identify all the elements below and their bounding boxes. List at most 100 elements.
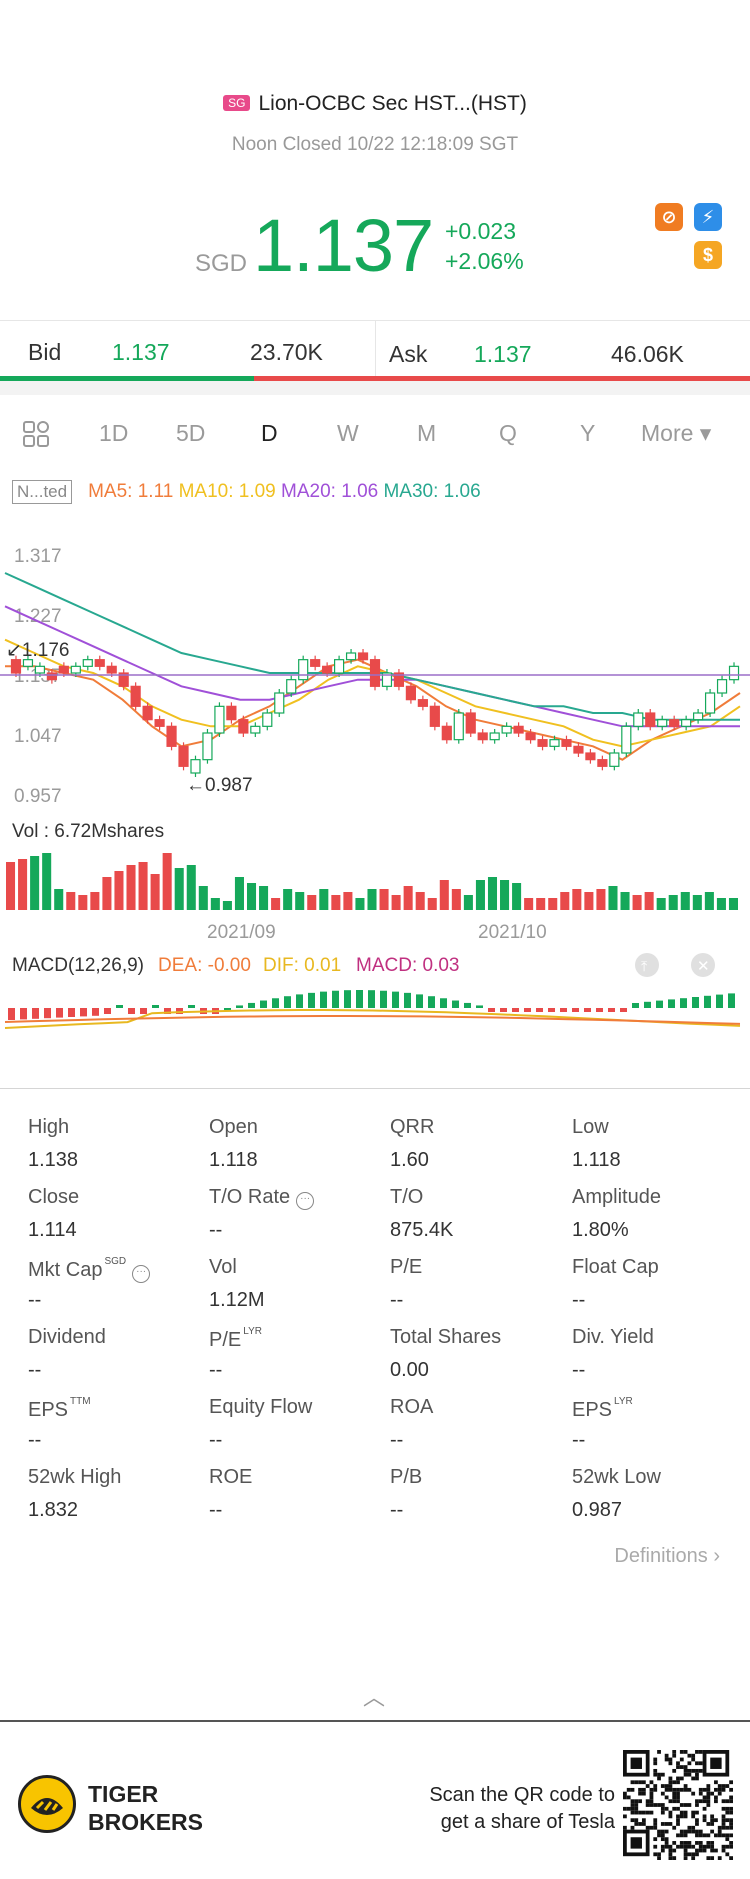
candle [549,739,560,747]
tab-m[interactable]: M [417,420,437,446]
adjust-toggle[interactable]: N...ted [12,480,73,504]
volume-bar [42,853,52,910]
definitions-link[interactable]: Definitions › [614,1545,720,1568]
macd-histogram-bar [356,990,363,1008]
macd-histogram-bar [56,1008,63,1018]
x-label-oct: 2021/10 [478,922,547,943]
stat-label: P/E [390,1256,422,1279]
volume-bar [536,898,546,910]
macd-dea: DEA: -0.00 [158,955,251,976]
stat-label-text: EPS [572,1399,613,1421]
tab-y[interactable]: Y [580,420,596,446]
stat-value: 1.118 [572,1149,621,1171]
tab-more[interactable]: More ▾ [641,420,712,446]
macd-dif: DIF: 0.01 [263,955,341,976]
volume-bar [162,853,172,910]
stat-value: 1.114 [28,1219,77,1241]
candle [154,719,165,727]
macd-histogram-bar [152,1005,159,1008]
tab-d[interactable]: D [261,420,278,446]
stat-value: -- [209,1499,223,1521]
candle [345,652,357,661]
volume-bar [475,880,485,910]
macd-histogram-bar [488,1008,495,1012]
ask-volume-bar [254,376,750,381]
macd-histogram-bar [572,1008,579,1012]
chevron-right-icon: › [713,1545,720,1567]
tab-5d[interactable]: 5D [176,420,206,446]
candle [333,659,345,674]
stat-label-text: Open [209,1116,258,1138]
more-info-icon[interactable]: ··· [296,1192,315,1210]
stat-value: -- [390,1289,404,1311]
stat-label-text: Low [572,1116,609,1138]
lightning-l1-icon[interactable]: ⚡ [694,203,722,231]
macd-title: MACD(12,26,9) [12,955,144,976]
stat-value: 875.4K [390,1219,454,1241]
close-indicator-icon[interactable] [691,953,715,977]
volume-bar [439,880,449,910]
tab-q[interactable]: Q [499,420,517,446]
stat-value: -- [572,1429,586,1451]
stat-value: 0.987 [572,1499,623,1521]
stat-value: 0.00 [390,1359,429,1381]
stat-label: 52wk High [28,1466,121,1489]
volume-bar [487,877,498,910]
tab-w[interactable]: W [337,420,359,446]
market-flag-badge: SG [223,95,251,111]
stat-label-text: T/O [390,1186,424,1208]
no-short-icon[interactable]: ⊘ [655,203,683,231]
candle [609,752,620,767]
pin-top-icon[interactable] [635,953,659,977]
macd-histogram-bar [404,992,411,1008]
volume-bar [391,895,401,910]
macd-histogram-bar [548,1008,555,1012]
candle [537,739,548,747]
stat-label: QRR [390,1116,434,1139]
price-axis-label: 0.957 [14,786,62,807]
candle [142,705,153,721]
macd-histogram-bar [32,1008,39,1019]
volume-bar [367,889,377,910]
macd-histogram-bar [452,1000,459,1008]
price-axis-label: 1.227 [14,606,62,627]
macd-histogram-bar [236,1005,243,1008]
footer-divider [0,1720,750,1722]
candle [298,659,309,681]
candle [441,725,452,741]
chevron-up-icon[interactable]: ︿ [363,1685,386,1710]
candle [166,725,177,747]
stat-value: -- [209,1219,223,1241]
volume-bar [198,886,208,910]
chart-layout-icon[interactable] [22,420,50,448]
macd-histogram-bar [680,998,687,1008]
macd-histogram-bar [596,1008,603,1012]
volume-bar [210,898,220,910]
bid-price: 1.137 [112,339,170,365]
stat-value: -- [572,1289,586,1311]
brand-line-2: BROKERS [88,1809,204,1835]
qr-caption-line-1: Scan the QR code to [429,1784,615,1806]
stat-value: -- [28,1359,42,1381]
volume-bar [319,889,329,910]
ma5-value: MA5: 1.11 [88,481,174,502]
qr-code-icon[interactable] [623,1750,733,1860]
macd-histogram-bar [44,1008,51,1019]
stat-value: 1.12M [209,1289,265,1311]
volume-bar [379,889,389,910]
volume-bar [403,886,413,910]
candle [645,712,656,727]
dollar-icon[interactable]: $ [694,241,722,269]
volume-bar [716,898,726,910]
macd-histogram-bar [272,998,279,1008]
stat-value: 1.118 [209,1149,258,1171]
stat-label: Dividend [28,1326,106,1349]
tab-1d[interactable]: 1D [99,420,129,446]
stat-label-text: Vol [209,1256,237,1278]
stat-label: Total Shares [390,1326,501,1349]
more-info-icon[interactable]: ··· [132,1265,151,1283]
stat-label-superscript: SGD [104,1256,127,1267]
candle [178,745,189,767]
brand-line-1: TIGER [88,1781,159,1807]
